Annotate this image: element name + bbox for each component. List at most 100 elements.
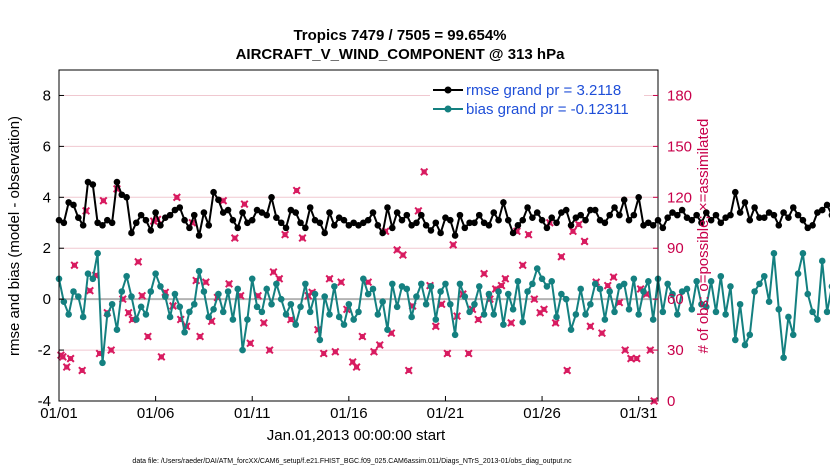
obs-count-point [358, 332, 367, 341]
rmse-point [417, 211, 425, 219]
right-tick-label: 30 [667, 342, 684, 359]
obs-count-point [586, 322, 595, 331]
right-tick-label: 0 [667, 393, 675, 410]
bias-point [398, 283, 406, 290]
bias-point [746, 331, 754, 339]
rmse-point [229, 216, 237, 224]
bias-point [210, 306, 217, 313]
bias-point [282, 311, 290, 318]
rmse-point [79, 222, 87, 229]
obs-count-point [331, 347, 340, 356]
bias-point [606, 288, 613, 295]
obs-count-point [259, 318, 268, 327]
obs-count-point [603, 281, 612, 290]
rmse-point [350, 219, 357, 227]
bias-point [350, 316, 357, 323]
right-tick-label: 60 [667, 291, 684, 308]
obs-count-dot [241, 201, 248, 207]
obs-count-dot [377, 342, 383, 348]
bias-point [176, 303, 184, 311]
x-tick-label: 01/31 [620, 405, 658, 422]
series-layer [55, 167, 830, 406]
rmse-point [181, 216, 188, 224]
obs-count-point [597, 329, 606, 338]
bias-point [75, 293, 82, 300]
rmse-point [205, 222, 213, 229]
bias-point [104, 311, 111, 318]
obs-count-point [431, 322, 440, 331]
bias-point [794, 270, 802, 277]
bias-point [166, 313, 174, 321]
bias-point [253, 303, 261, 311]
y-tick-label: 4 [43, 189, 51, 206]
bias-point [195, 267, 203, 275]
rmse-point [75, 214, 82, 221]
obs-count-point [404, 366, 413, 375]
bias-point [707, 278, 715, 285]
bias-point [355, 308, 362, 316]
obs-count-dot [444, 350, 450, 357]
obs-count-dot [406, 367, 412, 374]
rmse-point [200, 209, 208, 216]
bias-point [558, 290, 565, 298]
bias-point [123, 272, 130, 280]
rmse-point [533, 209, 541, 216]
bias-point [316, 336, 324, 344]
bias-point [157, 283, 164, 290]
x-tick-label: 01/06 [137, 405, 175, 422]
x-tick-label: 01/21 [427, 405, 465, 422]
obs-count-point [62, 363, 71, 372]
plot-frame [58, 69, 659, 402]
obs-count-dot [450, 242, 456, 248]
rmse-point [645, 219, 652, 227]
rmse-point [398, 216, 406, 224]
rmse-point [693, 211, 700, 219]
bias-point [678, 288, 686, 295]
obs-count-dot [616, 299, 622, 306]
rmse-point [524, 204, 531, 211]
bias-point [760, 272, 768, 280]
obs-count-dot [79, 367, 85, 374]
rmse-point [596, 216, 604, 224]
rmse-point [99, 222, 106, 229]
bias-point [529, 280, 536, 288]
bias-point [413, 293, 420, 300]
bias-point [751, 288, 758, 295]
bias-point [374, 311, 382, 318]
bias-point [601, 316, 609, 323]
rmse-point [186, 224, 193, 232]
obs-count-dot [270, 269, 277, 275]
rmse-point [780, 209, 787, 216]
bias-point [137, 303, 145, 311]
y-tick-label: 8 [43, 87, 51, 104]
rmse-point [442, 214, 449, 221]
bias-point [509, 306, 517, 313]
bias-point [417, 280, 425, 288]
obs-count-point [66, 354, 75, 363]
obs-count-dot [125, 310, 132, 316]
bias-point [384, 326, 391, 334]
obs-count-point [337, 278, 346, 287]
rmse-point [785, 214, 792, 221]
rmse-point [775, 222, 783, 229]
bias-point [577, 285, 585, 293]
bias-point [461, 293, 469, 300]
rmse-point [630, 211, 638, 219]
chart-subtitle: AIRCRAFT_V_WIND_COMPONENT @ 313 hPa [236, 46, 566, 63]
bias-point [780, 354, 787, 362]
bias-point [326, 311, 333, 318]
bias-point [799, 250, 807, 257]
rmse-point [756, 214, 763, 221]
obs-count-point [225, 279, 234, 288]
obs-count-dot [581, 238, 588, 245]
bias-point [490, 311, 498, 318]
rmse-point [674, 211, 681, 219]
bias-point [321, 293, 328, 300]
rmse-point [582, 216, 589, 224]
bias-point [379, 298, 386, 306]
obs-count-dot [622, 347, 628, 353]
bias-point [688, 306, 696, 313]
bias-point [215, 290, 222, 298]
rmse-point [765, 209, 773, 216]
rmse-point [770, 211, 778, 219]
